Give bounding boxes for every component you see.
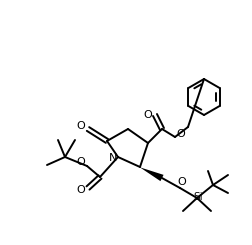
Text: O: O	[76, 121, 85, 131]
Polygon shape	[139, 167, 163, 181]
Text: O: O	[143, 110, 152, 120]
Text: O: O	[76, 157, 85, 167]
Text: O: O	[177, 177, 186, 187]
Text: O: O	[176, 129, 185, 139]
Text: Si: Si	[193, 192, 202, 202]
Text: O: O	[76, 185, 85, 195]
Text: N: N	[108, 153, 117, 163]
